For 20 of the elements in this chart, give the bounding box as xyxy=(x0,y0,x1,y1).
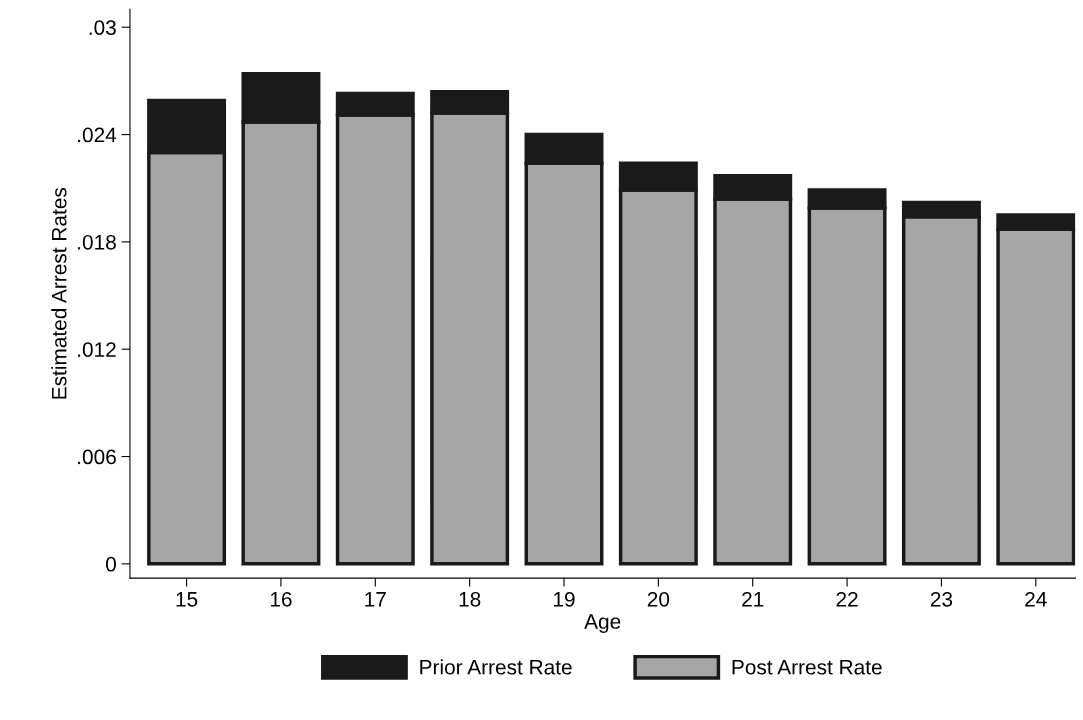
x-tick-label: 21 xyxy=(742,591,764,607)
x-tick-label: 20 xyxy=(647,591,670,607)
x-tick-label: 22 xyxy=(836,591,858,607)
y-tick-label: 0 xyxy=(105,556,116,572)
x-tick-label: 18 xyxy=(459,591,481,607)
x-axis-title: Age xyxy=(584,614,621,633)
legend-label: Post Arrest Rate xyxy=(732,660,882,675)
x-tick-label: 17 xyxy=(365,592,386,607)
y-tick-label: .03 xyxy=(89,20,116,35)
x-tick-label: 16 xyxy=(270,591,292,607)
x-tick-label: 19 xyxy=(554,591,575,607)
x-tick-label: 24 xyxy=(1025,591,1047,607)
y-axis-title: Estimated Arrest Rates xyxy=(51,187,67,399)
x-tick-label: 23 xyxy=(930,591,953,607)
y-tick-label: .024 xyxy=(78,127,117,143)
x-tick-label: 15 xyxy=(176,592,198,607)
y-tick-label: .006 xyxy=(78,449,116,465)
y-tick-label: .012 xyxy=(78,342,116,357)
y-tick-label: .018 xyxy=(78,234,116,250)
legend-label: Prior Arrest Rate xyxy=(420,659,572,675)
